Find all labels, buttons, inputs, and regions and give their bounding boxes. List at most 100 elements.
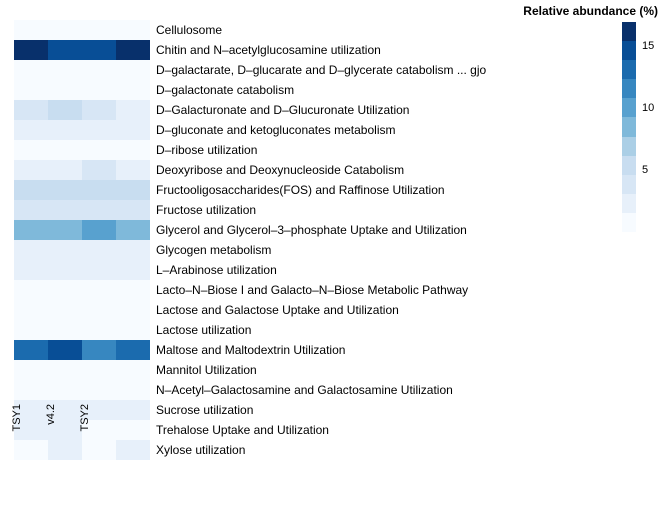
heatmap-row-label: Glycerol and Glycerol–3–phosphate Uptake… <box>150 220 486 240</box>
heatmap-body: CellulosomeChitin and N–acetylglucosamin… <box>14 20 486 460</box>
heatmap-cell <box>48 200 82 220</box>
heatmap-row-label: Deoxyribose and Deoxynucleoside Cataboli… <box>150 160 486 180</box>
heatmap-cell <box>82 160 116 180</box>
heatmap-row-label: Mannitol Utilization <box>150 360 486 380</box>
heatmap-cell <box>48 220 82 240</box>
heatmap-row: L–Arabinose utilization <box>14 260 486 280</box>
heatmap-cell <box>116 280 150 300</box>
heatmap-row-label: D–Galacturonate and D–Glucuronate Utiliz… <box>150 100 486 120</box>
colorbar-segment <box>622 156 636 175</box>
heatmap-row: D–gluconate and ketogluconates metabolis… <box>14 120 486 140</box>
heatmap-cell <box>14 260 48 280</box>
heatmap-cell <box>116 260 150 280</box>
colorbar-title: Relative abundance (%) <box>523 4 658 18</box>
heatmap-row: Maltose and Maltodextrin Utilization <box>14 340 486 360</box>
heatmap-cell <box>82 340 116 360</box>
heatmap-cell <box>14 180 48 200</box>
heatmap-cell <box>82 20 116 40</box>
heatmap-row: Lactose utilization <box>14 320 486 340</box>
heatmap-cell <box>116 420 150 440</box>
heatmap-row: D–galactonate catabolism <box>14 80 486 100</box>
heatmap-cell <box>14 340 48 360</box>
heatmap-cell <box>82 60 116 80</box>
heatmap-figure: Relative abundance (%) 15105 Cellulosome… <box>0 0 666 520</box>
heatmap-cell <box>82 140 116 160</box>
heatmap-cell <box>14 60 48 80</box>
heatmap-cell <box>48 380 82 400</box>
heatmap-cell <box>116 180 150 200</box>
heatmap-row-label: Chitin and N–acetylglucosamine utilizati… <box>150 40 486 60</box>
heatmap-col-label: TSY1 <box>11 404 23 464</box>
heatmap-row: Chitin and N–acetylglucosamine utilizati… <box>14 40 486 60</box>
heatmap-cell <box>116 160 150 180</box>
heatmap-cell <box>14 220 48 240</box>
heatmap-cell <box>14 300 48 320</box>
heatmap-cell <box>48 180 82 200</box>
heatmap-cell <box>116 80 150 100</box>
heatmap-row: Deoxyribose and Deoxynucleoside Cataboli… <box>14 160 486 180</box>
heatmap-row-label: Sucrose utilization <box>150 400 486 420</box>
heatmap-cell <box>14 280 48 300</box>
heatmap-cell <box>14 320 48 340</box>
heatmap-row-label: D–galactonate catabolism <box>150 80 486 100</box>
heatmap-cell <box>116 440 150 460</box>
heatmap-cell <box>82 220 116 240</box>
heatmap-cell <box>116 120 150 140</box>
heatmap-cell <box>82 300 116 320</box>
heatmap-cell <box>82 200 116 220</box>
heatmap-cell <box>82 280 116 300</box>
heatmap-cell <box>48 280 82 300</box>
heatmap-cell <box>116 300 150 320</box>
heatmap-cell <box>48 40 82 60</box>
heatmap-cell <box>48 120 82 140</box>
heatmap-cell <box>82 320 116 340</box>
heatmap-cell <box>14 200 48 220</box>
heatmap-row-label: Lacto–N–Biose I and Galacto–N–Biose Meta… <box>150 280 486 300</box>
heatmap-cell <box>14 20 48 40</box>
colorbar-segment <box>622 22 636 41</box>
heatmap-row-label: N–Acetyl–Galactosamine and Galactosamine… <box>150 380 486 400</box>
heatmap-cell <box>48 100 82 120</box>
heatmap-row: Fructooligosaccharides(FOS) and Raffinos… <box>14 180 486 200</box>
heatmap: CellulosomeChitin and N–acetylglucosamin… <box>14 20 486 460</box>
heatmap-row-label: L–Arabinose utilization <box>150 260 486 280</box>
heatmap-cell <box>48 160 82 180</box>
colorbar-segment <box>622 41 636 60</box>
heatmap-col-label: v4.2 <box>45 404 57 464</box>
heatmap-row: D–galactarate, D–glucarate and D–glycera… <box>14 60 486 80</box>
heatmap-row-label: Fructose utilization <box>150 200 486 220</box>
heatmap-cell <box>82 240 116 260</box>
heatmap-row-label: Fructooligosaccharides(FOS) and Raffinos… <box>150 180 486 200</box>
heatmap-cell <box>116 100 150 120</box>
heatmap-cell <box>82 80 116 100</box>
heatmap-cell <box>48 140 82 160</box>
heatmap-cell <box>82 380 116 400</box>
heatmap-cell <box>116 40 150 60</box>
heatmap-row-label: Lactose and Galactose Uptake and Utiliza… <box>150 300 486 320</box>
heatmap-cell <box>116 360 150 380</box>
heatmap-cell <box>14 240 48 260</box>
heatmap-row-label: Cellulosome <box>150 20 486 40</box>
heatmap-cell <box>14 160 48 180</box>
colorbar-segment <box>622 137 636 156</box>
heatmap-cell <box>48 340 82 360</box>
heatmap-cell <box>116 400 150 420</box>
heatmap-row: Glycerol and Glycerol–3–phosphate Uptake… <box>14 220 486 240</box>
heatmap-row-label: Trehalose Uptake and Utilization <box>150 420 486 440</box>
heatmap-cell <box>48 320 82 340</box>
colorbar-segment <box>622 117 636 136</box>
heatmap-cell <box>14 100 48 120</box>
colorbar-segment <box>622 175 636 194</box>
heatmap-cell <box>82 100 116 120</box>
heatmap-cell <box>116 380 150 400</box>
heatmap-cell <box>82 260 116 280</box>
heatmap-cell <box>14 380 48 400</box>
heatmap-row: Lacto–N–Biose I and Galacto–N–Biose Meta… <box>14 280 486 300</box>
heatmap-row-label: Maltose and Maltodextrin Utilization <box>150 340 486 360</box>
heatmap-row-label: Xylose utilization <box>150 440 486 460</box>
colorbar-segment <box>622 213 636 232</box>
heatmap-row: Mannitol Utilization <box>14 360 486 380</box>
heatmap-col-label: TSY2 <box>79 404 91 464</box>
heatmap-row: Lactose and Galactose Uptake and Utiliza… <box>14 300 486 320</box>
heatmap-cell <box>116 140 150 160</box>
